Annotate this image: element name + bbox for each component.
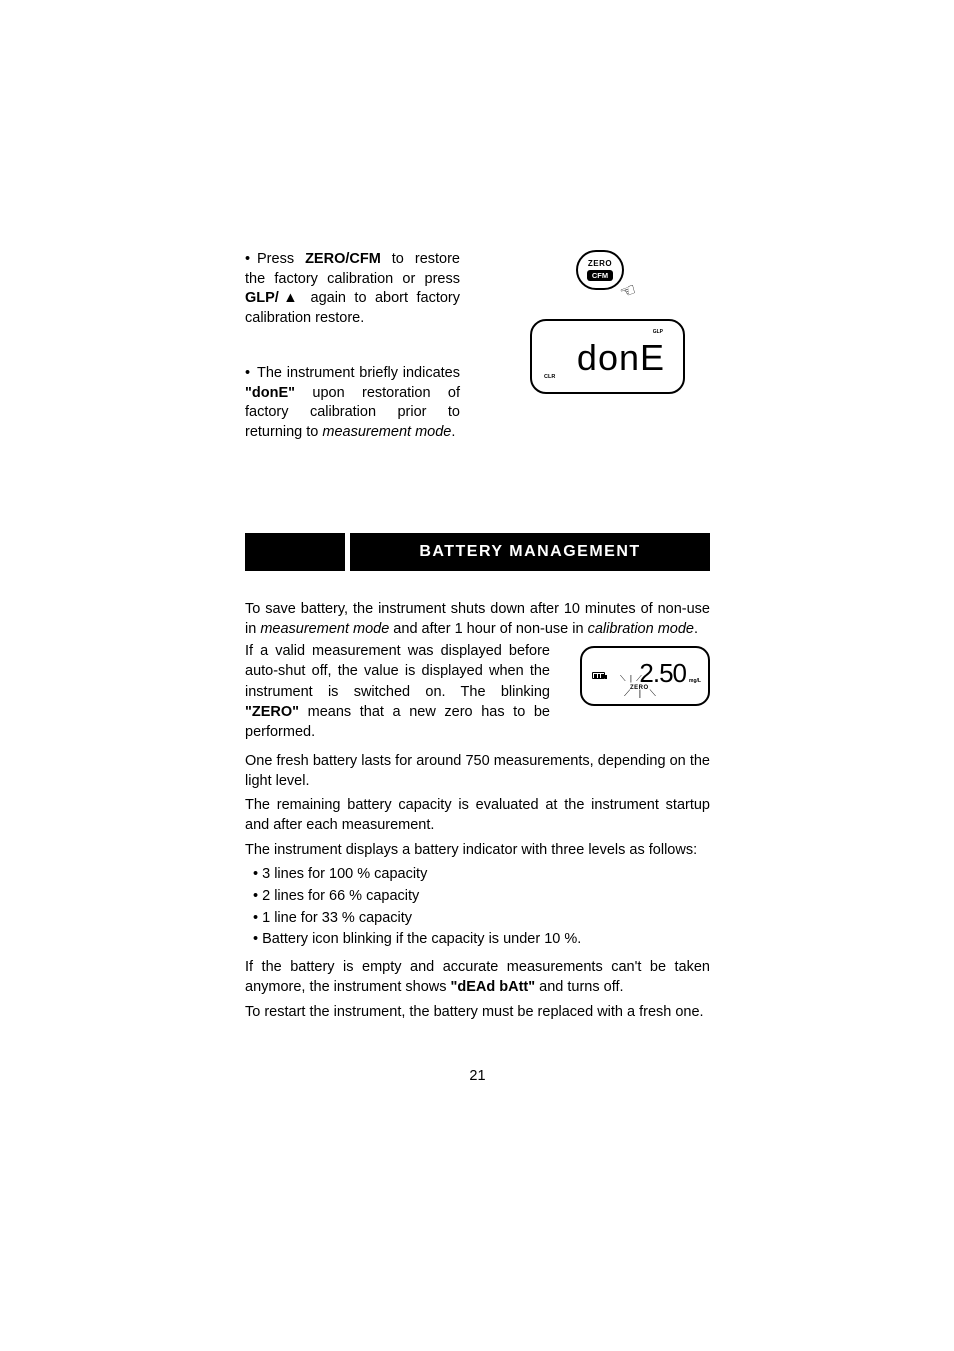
list-item: Battery icon blinking if the capacity is…	[245, 929, 710, 951]
paragraph-2: If a valid measurement was displayed bef…	[245, 641, 550, 742]
paragraph-4: The remaining battery capacity is evalua…	[245, 795, 710, 836]
battery-icon	[592, 672, 605, 679]
lcd-rays-top: ⟍ | ⟋	[620, 674, 643, 684]
bullet-2-text: •The instrument briefly indicates "donE"…	[245, 364, 460, 442]
bullet-item-2: •The instrument briefly indicates "donE"…	[245, 364, 710, 442]
header-accent-box	[245, 533, 345, 571]
manual-page: •Press ZERO/CFM to restore the factory c…	[245, 250, 710, 1024]
list-item: 2 lines for 66 % capacity	[245, 886, 710, 908]
zero-cfm-button-graphic: ZERO CFM ☜	[576, 250, 624, 290]
bullet-1-text: •Press ZERO/CFM to restore the factory c…	[245, 250, 460, 328]
lcd-unit: mg/L	[689, 678, 701, 684]
paragraph-2-with-lcd: If a valid measurement was displayed bef…	[245, 641, 710, 744]
lcd-rays-bottom: ⟋ | ⟍	[624, 688, 659, 699]
paragraph-6: If the battery is empty and accurate mea…	[245, 957, 710, 998]
lcd-display-reading: 2.50 mg/L ⟍ | ⟋ ZERO ⟋ | ⟍	[580, 646, 710, 706]
paragraph-7: To restart the instrument, the battery m…	[245, 1002, 710, 1022]
paragraph-1: To save battery, the instrument shuts do…	[245, 599, 710, 640]
paragraph-3: One fresh battery lasts for around 750 m…	[245, 751, 710, 792]
lcd-display-done: GLP CLR donE	[530, 319, 685, 394]
button-label-top: ZERO	[588, 259, 612, 268]
section-header: BATTERY MANAGEMENT	[245, 533, 710, 571]
bullet-item-1: •Press ZERO/CFM to restore the factory c…	[245, 250, 710, 328]
page-number: 21	[245, 1068, 710, 1084]
button-label-bottom: CFM	[587, 270, 613, 281]
paragraph-5: The instrument displays a battery indica…	[245, 840, 710, 860]
pointer-hand-icon: ☜	[617, 279, 639, 304]
lcd-glp-indicator: GLP	[653, 329, 663, 335]
list-item: 1 line for 33 % capacity	[245, 908, 710, 930]
lcd-main-text: donE	[577, 337, 665, 379]
list-item: 3 lines for 100 % capacity	[245, 864, 710, 886]
lcd-clr-indicator: CLR	[544, 374, 555, 380]
header-title: BATTERY MANAGEMENT	[350, 533, 710, 571]
battery-levels-list: 3 lines for 100 % capacity 2 lines for 6…	[245, 864, 710, 951]
